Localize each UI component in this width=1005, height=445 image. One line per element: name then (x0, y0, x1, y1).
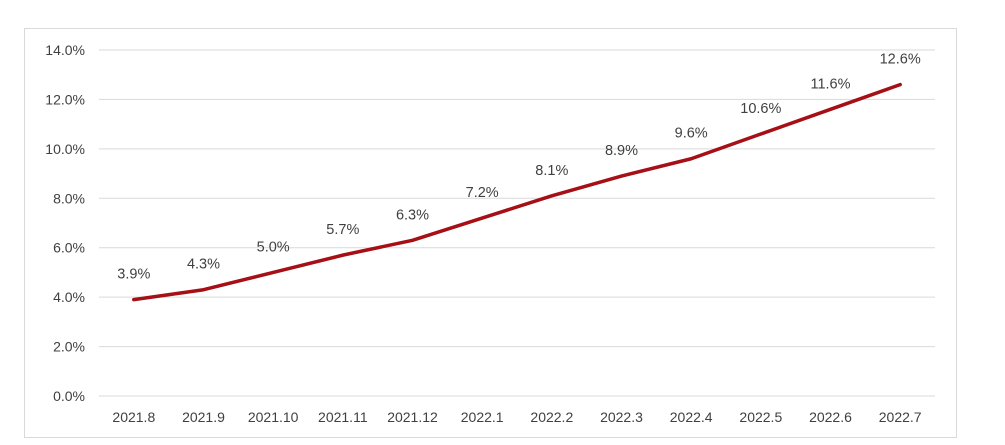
x-tick-label: 2021.9 (182, 409, 225, 425)
series-line (132, 82, 902, 302)
data-label: 12.6% (880, 52, 921, 68)
y-tick-label: 0.0% (53, 388, 85, 404)
x-tick-label: 2022.4 (670, 409, 713, 425)
data-point (898, 83, 902, 87)
x-tick-label: 2021.12 (387, 409, 438, 425)
x-tick-label: 2022.6 (809, 409, 852, 425)
y-tick-label: 4.0% (53, 289, 85, 305)
x-tick-label: 2021.8 (112, 409, 155, 425)
data-point (202, 288, 205, 292)
data-point (341, 253, 345, 257)
data-label: 8.9% (605, 143, 638, 159)
data-label: 6.3% (396, 207, 429, 223)
y-tick-label: 8.0% (53, 190, 85, 206)
data-label: 7.2% (466, 185, 499, 201)
data-point (759, 132, 763, 136)
data-point (829, 107, 832, 111)
data-point (132, 298, 136, 302)
data-point (550, 194, 554, 198)
x-tick-label: 2022.3 (600, 409, 643, 425)
y-tick-label: 14.0% (45, 42, 85, 58)
gridlines (99, 49, 935, 397)
line-chart: 0.0% 2.0% 4.0% 6.0% 8.0% 10.0% 12.0% 14.0% 2021… (45, 42, 935, 425)
x-tick-label: 2021.11 (318, 409, 368, 425)
data-label: 5.7% (326, 222, 359, 238)
x-tick-label: 2021.10 (248, 409, 299, 425)
data-point (620, 174, 623, 178)
x-axis-ticks: 2021.8 2021.9 2021.10 2021.11 2021.12 2022.1 2… (112, 409, 921, 425)
chart-frame: 0.0% 2.0% 4.0% 6.0% 8.0% 10.0% 12.0% 14.0% 2021… (24, 28, 957, 438)
x-tick-label: 2022.5 (739, 409, 782, 425)
data-label: 10.6% (740, 101, 781, 117)
y-tick-label: 6.0% (53, 240, 85, 256)
data-labels: 3.9% 4.3% 5.0% 5.7% 6.3% 7.2% 8.1% 8.9% 9.6% 10.6… (117, 52, 921, 283)
data-label: 8.1% (535, 163, 568, 179)
x-tick-label: 2022.7 (879, 409, 922, 425)
y-tick-label: 10.0% (45, 141, 85, 157)
data-label: 3.9% (117, 267, 150, 283)
series-layer (132, 82, 902, 302)
data-label: 4.3% (187, 257, 220, 273)
x-tick-label: 2022.1 (461, 409, 504, 425)
data-point (271, 270, 275, 274)
data-point (480, 216, 484, 220)
y-tick-label: 2.0% (53, 339, 85, 355)
data-label: 11.6% (810, 76, 850, 92)
y-axis-ticks: 0.0% 2.0% 4.0% 6.0% 8.0% 10.0% 12.0% 14.0% (45, 42, 85, 404)
data-label: 5.0% (257, 239, 290, 255)
y-tick-label: 12.0% (45, 91, 85, 107)
data-point (689, 157, 693, 161)
data-point (411, 238, 414, 242)
data-label: 9.6% (675, 126, 708, 142)
x-tick-label: 2022.2 (530, 409, 573, 425)
